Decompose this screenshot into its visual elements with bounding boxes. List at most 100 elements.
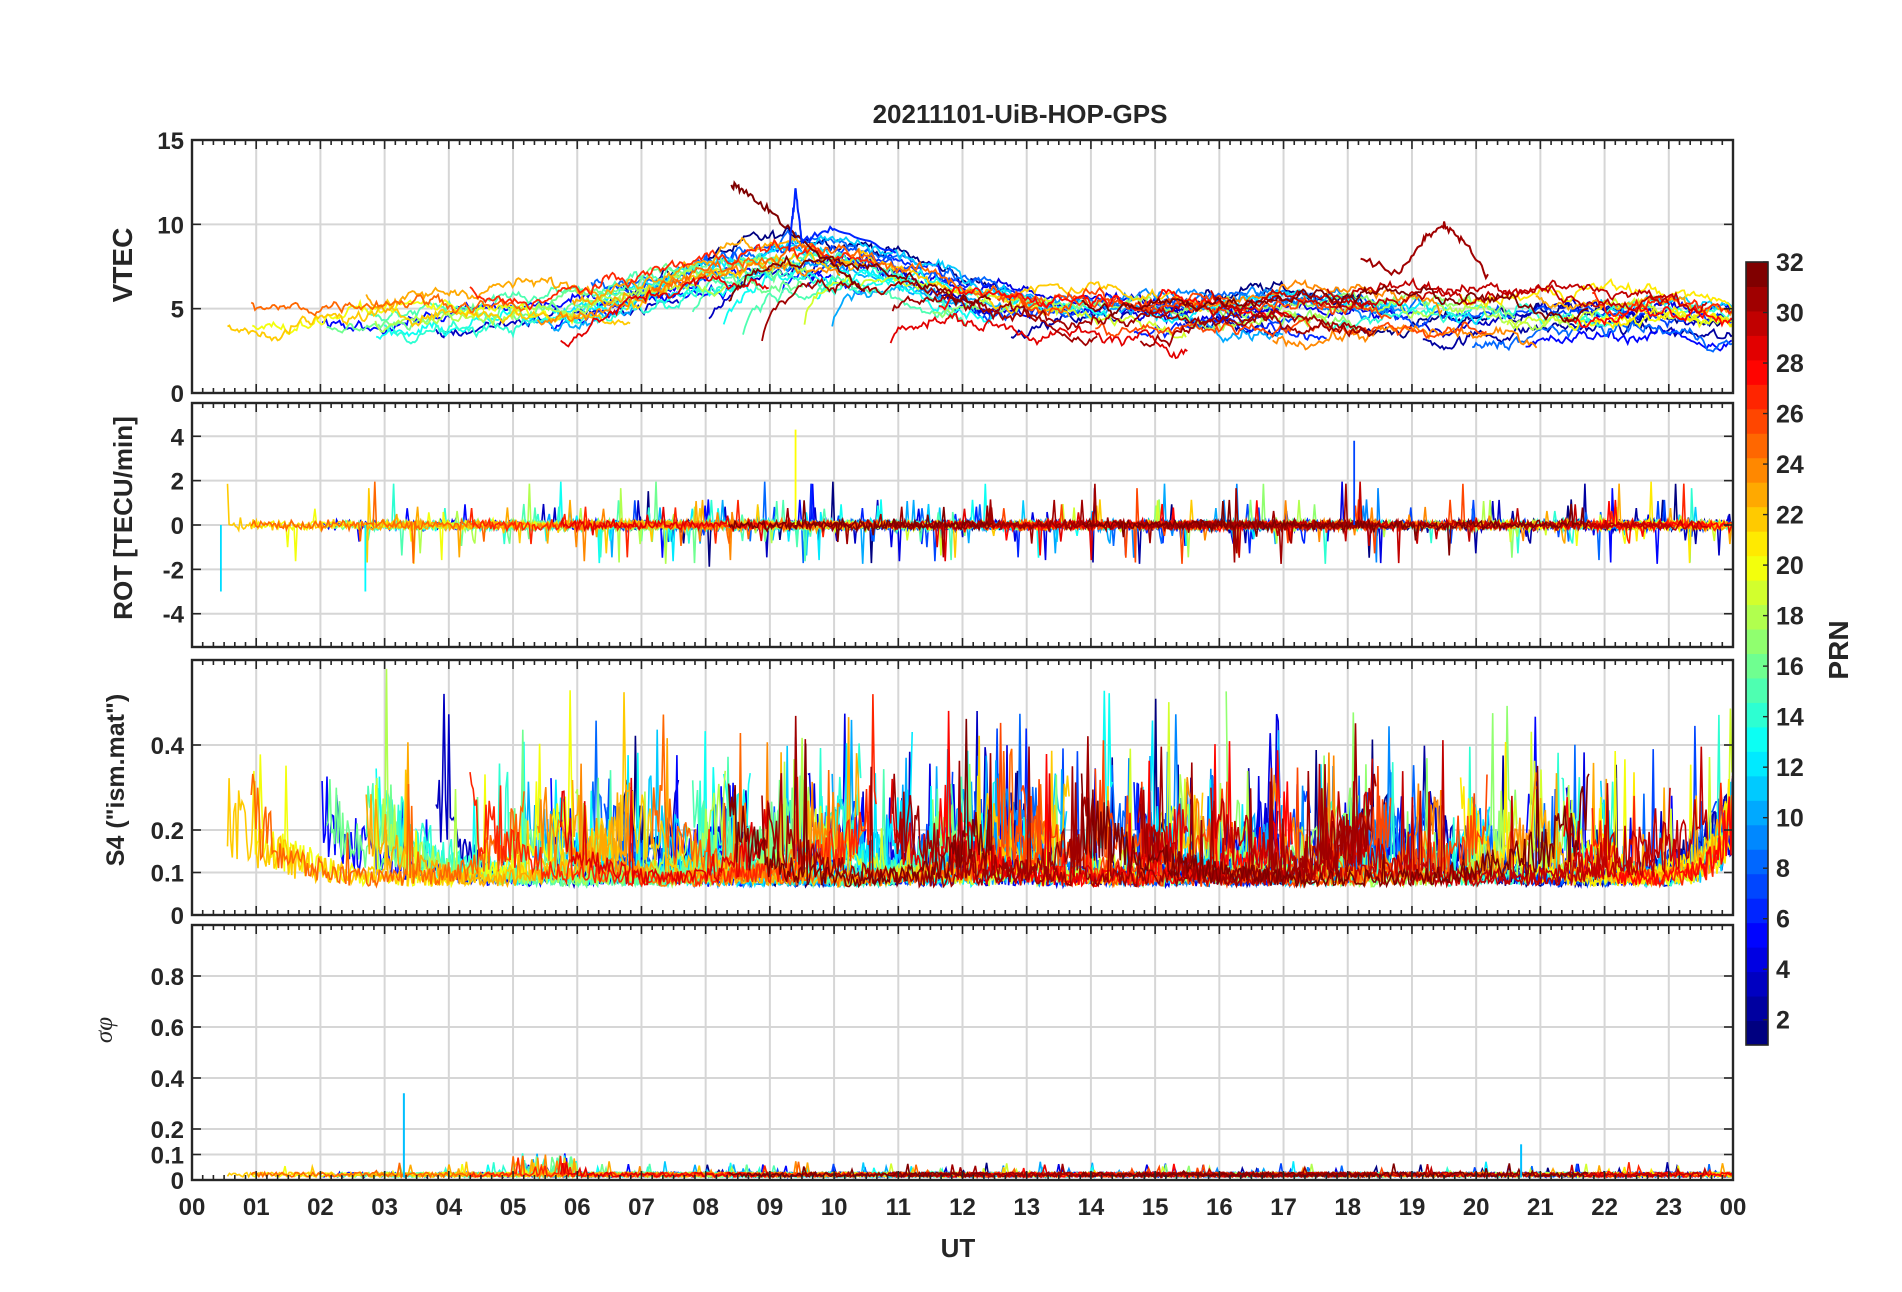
x-tick-label: 17: [1270, 1194, 1297, 1221]
vtec-highlight-line: [730, 180, 866, 293]
colorbar-swatch: [1746, 457, 1768, 483]
y-tick-label: 0.6: [151, 1015, 184, 1042]
axes-box: [190, 923, 1735, 1182]
vtec-series-line: [1472, 318, 1733, 353]
vtec-series-line: [575, 256, 812, 306]
colorbar-frame: [1745, 261, 1769, 1046]
vtec-series-line: [1563, 303, 1733, 328]
colorbar-swatch: [1746, 726, 1768, 752]
s4-series-line: [651, 714, 1047, 889]
y-tick-label: 0: [171, 903, 184, 930]
y-tick-label: 0: [171, 1168, 184, 1195]
colorbar-swatch: [1746, 922, 1768, 948]
colorbar-swatch: [1746, 604, 1768, 630]
vtec-ylabel: VTEC: [107, 228, 138, 303]
y-tick-label: 10: [157, 212, 184, 239]
colorbar-swatch: [1746, 751, 1768, 777]
x-tick-label: 18: [1334, 1194, 1361, 1221]
s4-series-line: [1080, 765, 1590, 889]
x-tick-label: 06: [564, 1194, 591, 1221]
vtec-series-line: [761, 277, 1098, 347]
colorbar-swatch: [1746, 531, 1768, 557]
x-tick-label: 15: [1142, 1194, 1169, 1221]
vtec-series-line: [1591, 305, 1733, 330]
sigma-series-line: [559, 1161, 769, 1179]
vtec-series-line: [742, 275, 968, 335]
vtec-series-line: [374, 283, 726, 333]
colorbar-swatch: [1746, 629, 1768, 654]
y-tick-label: 0: [171, 513, 184, 540]
s4-series-line: [559, 777, 769, 886]
s4-series-line: [536, 742, 841, 888]
colorbar-tick-label: 30: [1776, 300, 1804, 328]
colorbar-swatch: [1746, 947, 1768, 973]
vtec-highlight-line: [1360, 221, 1489, 281]
x-tick-label: 08: [692, 1194, 719, 1221]
sigma-phi-ylabel: σφ: [91, 1017, 118, 1043]
s4-series-line: [571, 717, 869, 887]
x-tick-label: 21: [1527, 1194, 1554, 1221]
vtec-series-line: [383, 270, 861, 345]
colorbar-label: PRN: [1823, 620, 1854, 679]
rot-series-line: [728, 500, 993, 543]
colorbar-swatch: [1746, 996, 1768, 1022]
s4-series-line: [727, 718, 993, 889]
colorbar-swatch: [1746, 433, 1768, 459]
y-tick-label: 0.2: [151, 818, 184, 845]
colorbar-tick-label: 8: [1776, 855, 1790, 883]
vtec-series-line: [1210, 277, 1671, 314]
colorbar-swatch: [1746, 580, 1768, 606]
s4-ylabel: S4 ("ism.mat"): [102, 694, 130, 866]
s4-panel: 0 0.1 0.2 0.4: [151, 658, 1735, 930]
vtec-series-line: [250, 292, 525, 317]
rot-series-line: [761, 499, 1097, 558]
y-tick-label: 4: [171, 424, 185, 451]
vtec-series-line: [625, 247, 1070, 317]
colorbar-swatch: [1746, 506, 1768, 532]
y-tick-label: 0.1: [151, 861, 184, 888]
vtec-highlight-line: [788, 188, 897, 254]
y-tick-label: 0.1: [151, 1143, 184, 1170]
x-tick-label: 20: [1463, 1194, 1490, 1221]
s4-series-line: [803, 702, 1188, 888]
colorbar-swatch: [1746, 824, 1768, 850]
vtec-series-line: [889, 312, 1188, 360]
rot-series-line: [1081, 499, 1590, 556]
colorbar-swatch: [1746, 359, 1768, 385]
colorbar-swatch: [1746, 1020, 1768, 1046]
colorbar-swatch: [1746, 653, 1768, 679]
sigma-phi-panel: 00.10.2 0.4 0.6 0.8 00 01 02 03 04 05 06 07 08 09 10 11…: [151, 923, 1747, 1221]
vtec-series-line: [1133, 316, 1327, 342]
colorbar-swatch: [1746, 555, 1768, 581]
x-tick-label: 23: [1655, 1194, 1682, 1221]
rot-traces: [219, 429, 1733, 592]
colorbar-tick-label: 6: [1776, 906, 1790, 934]
x-axis-label: UT: [941, 1233, 976, 1263]
colorbar-swatch: [1746, 482, 1768, 508]
x-tick-label: 00: [1720, 1194, 1747, 1221]
colorbar-tick-label: 12: [1776, 754, 1804, 782]
vtec-series-line: [1184, 279, 1443, 317]
x-tick-label: 05: [500, 1194, 527, 1221]
x-tick-label: 14: [1078, 1194, 1105, 1221]
rot-panel: -4 -2 0 2 4: [163, 401, 1735, 649]
vtec-series-line: [1081, 284, 1589, 324]
colorbar-swatch: [1746, 677, 1768, 703]
vtec-series-line: [469, 238, 878, 311]
axes-box: [190, 658, 1735, 917]
sigma-series-line: [728, 1163, 991, 1179]
vtec-series-line: [560, 274, 770, 348]
colorbar-tick-label: 18: [1776, 603, 1804, 631]
x-tick-label: 02: [307, 1194, 334, 1221]
y-tick-label: -2: [163, 557, 184, 584]
vtec-series-line: [651, 242, 1046, 307]
colorbar-swatch: [1746, 408, 1768, 434]
axes-box: [190, 138, 1735, 395]
axes-box: [190, 401, 1735, 649]
rot-ylabel: ROT [TECU/min]: [108, 416, 138, 620]
s4-series-line: [250, 773, 525, 889]
y-tick-label: 0.8: [151, 964, 184, 991]
vtec-series-line: [1525, 324, 1733, 352]
colorbar-swatch: [1746, 775, 1768, 801]
